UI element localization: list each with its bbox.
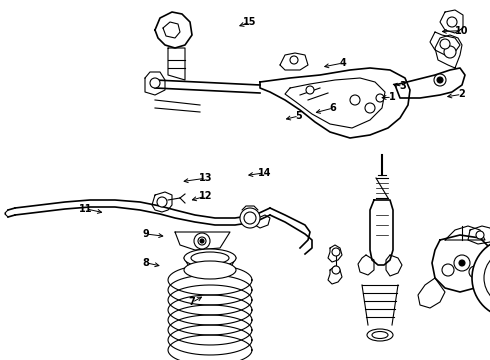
Circle shape xyxy=(194,233,210,249)
Circle shape xyxy=(454,255,470,271)
Circle shape xyxy=(306,86,314,94)
Text: 4: 4 xyxy=(340,58,346,68)
Text: 1: 1 xyxy=(389,92,395,102)
Circle shape xyxy=(440,39,450,49)
Circle shape xyxy=(200,239,204,243)
Text: 3: 3 xyxy=(399,81,406,91)
Circle shape xyxy=(376,94,384,102)
Circle shape xyxy=(198,237,206,245)
Text: 15: 15 xyxy=(243,17,257,27)
Text: 8: 8 xyxy=(143,258,149,268)
Ellipse shape xyxy=(184,261,236,279)
Text: 11: 11 xyxy=(79,204,93,214)
Text: 13: 13 xyxy=(199,173,213,183)
Circle shape xyxy=(459,260,465,266)
Circle shape xyxy=(447,17,457,27)
Circle shape xyxy=(442,264,454,276)
Circle shape xyxy=(244,212,256,224)
Circle shape xyxy=(476,231,484,239)
Circle shape xyxy=(365,103,375,113)
Ellipse shape xyxy=(184,249,236,267)
Circle shape xyxy=(469,266,481,278)
Text: 5: 5 xyxy=(295,111,302,121)
Circle shape xyxy=(150,78,160,88)
Ellipse shape xyxy=(191,252,229,264)
Circle shape xyxy=(332,266,340,274)
Text: 14: 14 xyxy=(258,168,271,178)
Circle shape xyxy=(157,197,167,207)
Circle shape xyxy=(437,77,443,83)
Circle shape xyxy=(350,95,360,105)
Text: 6: 6 xyxy=(330,103,337,113)
Text: 12: 12 xyxy=(199,191,213,201)
Text: 2: 2 xyxy=(458,89,465,99)
Text: 10: 10 xyxy=(455,26,469,36)
Ellipse shape xyxy=(367,329,393,341)
Circle shape xyxy=(240,208,260,228)
Circle shape xyxy=(290,56,298,64)
Circle shape xyxy=(484,250,490,306)
Circle shape xyxy=(434,74,446,86)
Ellipse shape xyxy=(372,332,388,338)
Circle shape xyxy=(472,238,490,318)
Circle shape xyxy=(444,46,456,58)
Circle shape xyxy=(332,248,340,256)
Text: 9: 9 xyxy=(143,229,149,239)
Text: 7: 7 xyxy=(189,297,196,307)
